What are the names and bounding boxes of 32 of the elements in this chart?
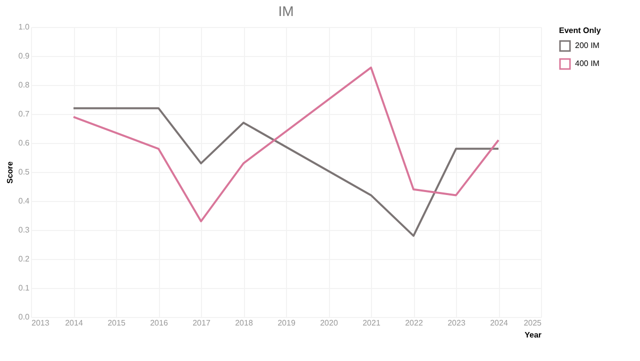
x-tick-label: 2023 xyxy=(448,318,466,328)
y-tick-label: 1.0 xyxy=(18,22,30,32)
legend-label: 400 IM xyxy=(575,59,600,68)
x-tick-label: 2021 xyxy=(362,318,381,328)
y-tick-label: 0.1 xyxy=(18,284,30,292)
x-tick-label: 2017 xyxy=(192,318,211,328)
line-series xyxy=(72,66,500,222)
y-tick-label: 0.4 xyxy=(18,196,30,206)
y-tick-label: 0.8 xyxy=(18,80,30,90)
y-tick-label: 0.2 xyxy=(18,254,30,264)
y-tick-label: 0.5 xyxy=(18,168,30,176)
line-series xyxy=(72,107,500,237)
x-tick-label: 2019 xyxy=(278,318,296,328)
y-tick-label: 0.9 xyxy=(18,52,30,60)
y-axis-title: Score xyxy=(5,160,14,184)
y-tick-label: 0.7 xyxy=(18,110,30,118)
x-tick-label: 2016 xyxy=(150,318,168,328)
legend-label: 200 IM xyxy=(575,41,600,50)
x-tick-label: 2024 xyxy=(490,318,508,328)
legend-title: Event Only xyxy=(559,26,602,35)
x-tick-label: 2015 xyxy=(108,318,126,328)
x-tick-label: 2013 xyxy=(32,318,50,328)
chart-title: IM xyxy=(278,3,294,19)
x-tick-label: 2022 xyxy=(405,318,424,328)
x-tick-label: 2025 xyxy=(524,318,542,328)
y-tick-label: 0.0 xyxy=(18,312,30,322)
y-tick-label: 0.3 xyxy=(18,226,30,234)
x-tick-label: 2014 xyxy=(65,318,84,328)
x-tick-label: 2020 xyxy=(320,318,338,328)
y-tick-label: 0.6 xyxy=(18,138,30,148)
x-axis-title: Year xyxy=(524,330,542,340)
x-tick-label: 2018 xyxy=(235,318,254,328)
